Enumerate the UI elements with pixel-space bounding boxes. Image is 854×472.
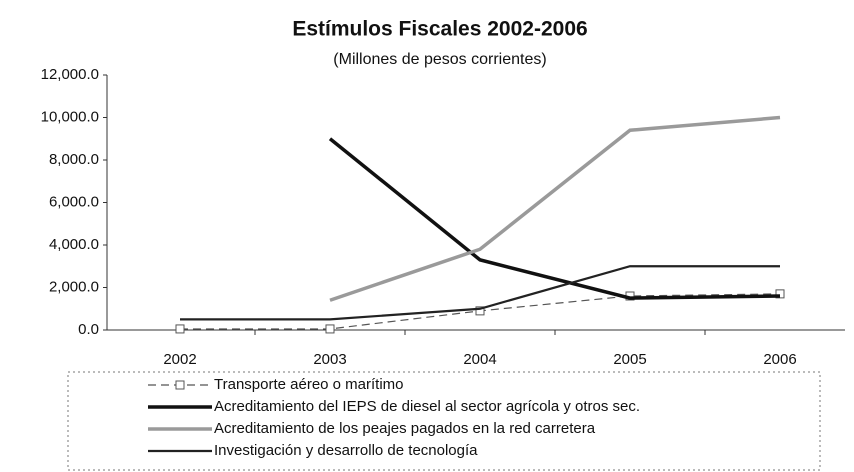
legend-marker bbox=[175, 380, 185, 390]
x-tick-label: 2003 bbox=[313, 351, 346, 368]
y-tick-label: 10,000.0 bbox=[41, 108, 99, 125]
x-tick-label: 2005 bbox=[613, 351, 646, 368]
legend-label: Transporte aéreo o marítimo bbox=[214, 376, 404, 393]
legend-label: Acreditamiento de los peajes pagados en … bbox=[214, 420, 596, 437]
chart-subtitle: (Millones de pesos corrientes) bbox=[333, 51, 546, 68]
y-tick-label: 2,000.0 bbox=[49, 278, 99, 295]
x-tick-label: 2004 bbox=[463, 351, 496, 368]
series-line bbox=[180, 265, 780, 321]
point-marker bbox=[325, 324, 335, 334]
x-tick-label: 2002 bbox=[163, 351, 196, 368]
legend-label: Acreditamiento del IEPS de diesel al sec… bbox=[214, 398, 640, 415]
series-line bbox=[328, 137, 781, 300]
y-tick-label: 6,000.0 bbox=[49, 193, 99, 210]
y-tick-label: 4,000.0 bbox=[49, 236, 99, 253]
legend-label: Investigación y desarrollo de tecnología bbox=[214, 442, 478, 459]
y-tick-label: 8,000.0 bbox=[49, 151, 99, 168]
series-line bbox=[329, 115, 781, 302]
chart-title: Estímulos Fiscales 2002-2006 bbox=[292, 18, 587, 41]
legend-box bbox=[67, 371, 821, 471]
y-tick-label: 12,000.0 bbox=[41, 66, 99, 83]
x-tick-label: 2006 bbox=[763, 351, 796, 368]
y-tick-label: 0.0 bbox=[78, 321, 99, 338]
point-marker bbox=[475, 306, 485, 316]
point-marker bbox=[775, 289, 785, 299]
point-marker bbox=[175, 324, 185, 334]
